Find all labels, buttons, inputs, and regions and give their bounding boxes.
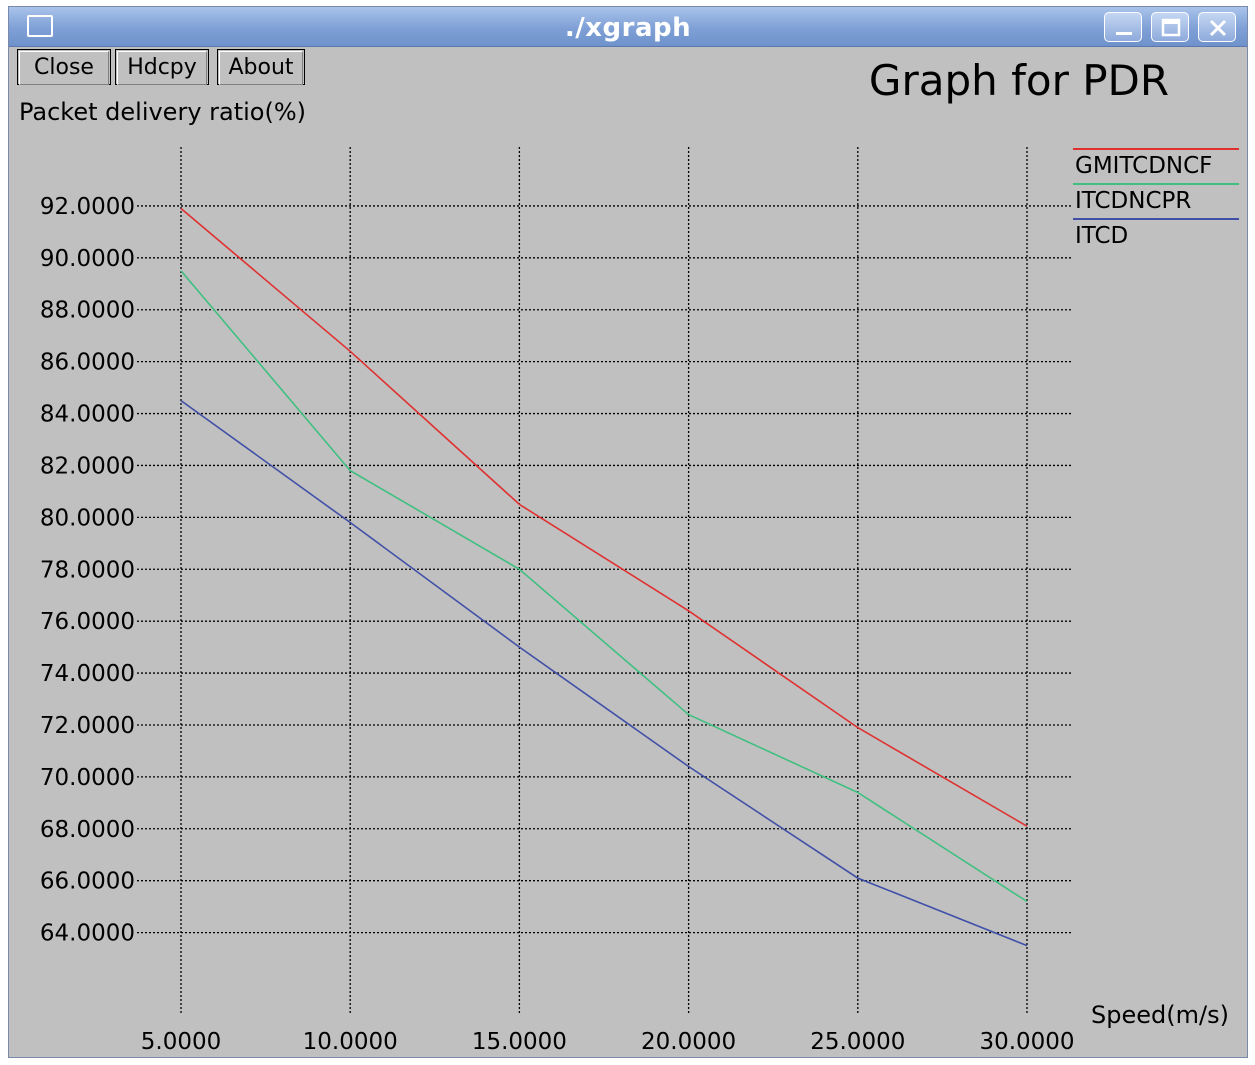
maximize-button[interactable] (1151, 12, 1189, 42)
maximize-icon (1161, 18, 1181, 37)
legend-label: ITCD (1075, 223, 1128, 249)
y-tick-label: 76.0000 (40, 609, 135, 635)
series-line-itcdncpr (180, 270, 1028, 903)
x-axis-label: Speed(m/s) (1091, 1001, 1229, 1029)
close-window-button[interactable] (1198, 12, 1236, 42)
series-line-itcd (180, 399, 1028, 947)
y-tick-label: 80.0000 (40, 505, 135, 531)
y-tick-label: 92.0000 (40, 194, 135, 220)
minimize-button[interactable] (1104, 12, 1142, 42)
x-tick-label: 10.0000 (303, 1029, 398, 1055)
series-line-gmitcdncpr (180, 207, 1028, 827)
close-button-label: Close (19, 51, 109, 85)
pdr-chart: Graph for PDR Packet delivery ratio(%) S… (19, 56, 1239, 1055)
hdcpy-button-label: Hdcpy (117, 51, 207, 85)
minimize-icon (1116, 32, 1132, 35)
y-tick-label: 86.0000 (40, 350, 135, 376)
legend-label: ITCDNCPR (1075, 188, 1191, 214)
window-menu-icon[interactable] (27, 15, 53, 37)
y-axis-label: Packet delivery ratio(%) (19, 98, 306, 126)
x-tick-label: 25.0000 (810, 1029, 905, 1055)
y-tick-label: 64.0000 (40, 921, 135, 947)
y-tick-label: 84.0000 (40, 402, 135, 428)
series-lines (180, 207, 1028, 947)
y-tick-label: 66.0000 (40, 869, 135, 895)
x-tick-label: 5.0000 (141, 1029, 221, 1055)
tick-labels: 5.0000 10.0000 15.0000 20.0000 25.0000 30.000… (40, 194, 1075, 1055)
x-tick-label: 20.0000 (641, 1029, 736, 1055)
x-tick-label: 15.0000 (472, 1029, 567, 1055)
y-tick-label: 72.0000 (40, 713, 135, 739)
y-tick-label: 68.0000 (40, 817, 135, 843)
legend: GMITCDNCF ITCDNCPR ITCD (1073, 148, 1239, 249)
y-tick-label: 70.0000 (40, 765, 135, 791)
x-tick-label: 30.0000 (979, 1029, 1074, 1055)
close-button[interactable]: Close (17, 49, 111, 85)
window-title: ./xgraph (564, 13, 692, 43)
xgraph-window: ./xgraph Close Hdcpy About Graph for PDR (8, 6, 1248, 1058)
hdcpy-button[interactable]: Hdcpy (115, 49, 209, 85)
about-button[interactable]: About (217, 49, 305, 85)
chart-title: Graph for PDR (869, 56, 1169, 105)
legend-label: GMITCDNCF (1075, 153, 1212, 179)
close-icon (1209, 19, 1227, 37)
y-tick-label: 90.0000 (40, 246, 135, 272)
y-tick-label: 74.0000 (40, 661, 135, 687)
grid (137, 147, 1071, 1015)
title-bar[interactable]: ./xgraph (9, 7, 1247, 47)
y-tick-label: 88.0000 (40, 298, 135, 324)
about-button-label: About (219, 51, 303, 85)
y-tick-label: 78.0000 (40, 557, 135, 583)
y-tick-label: 82.0000 (40, 453, 135, 479)
